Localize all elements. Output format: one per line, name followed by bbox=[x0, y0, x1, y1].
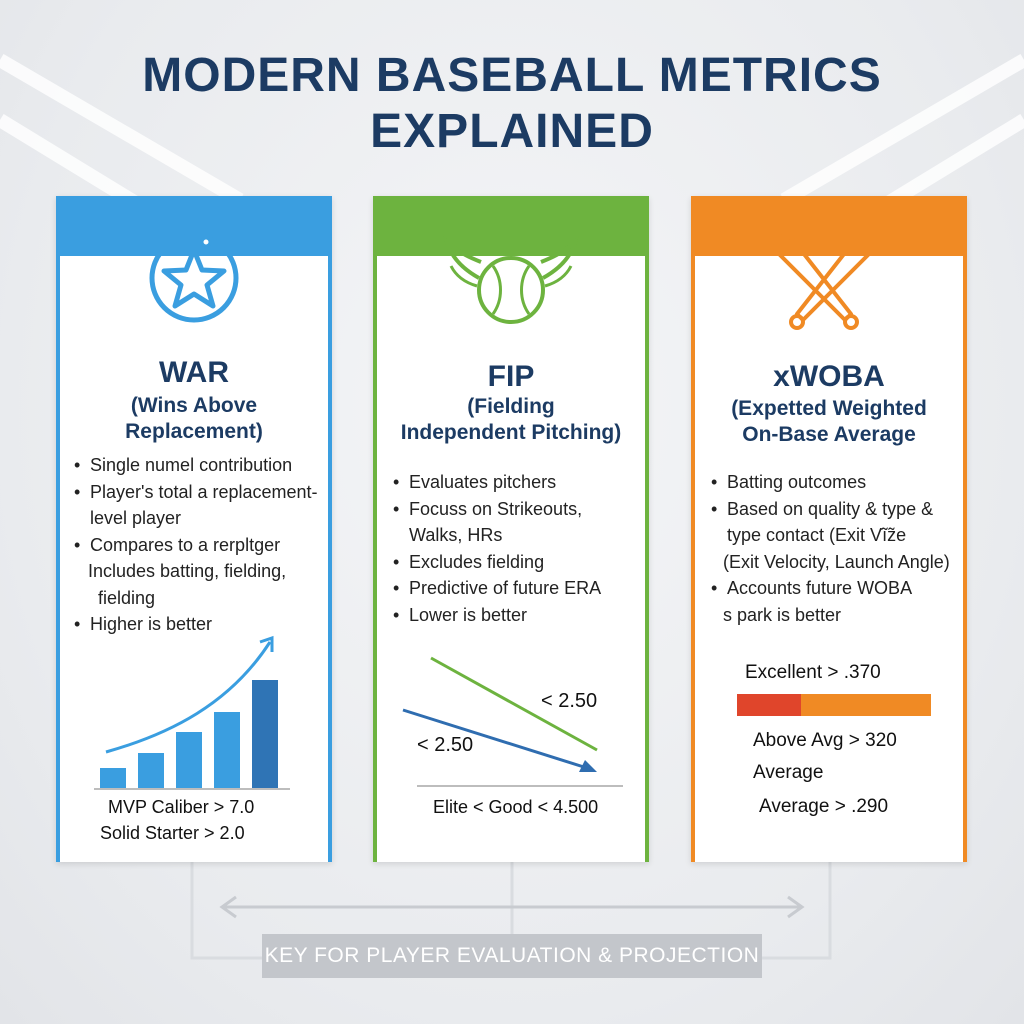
list-item: fielding bbox=[98, 587, 156, 608]
list-item: Walks, HRs bbox=[409, 525, 503, 545]
list-item: Includes batting, fielding, bbox=[88, 561, 287, 581]
fip-full-name-line-2: Independent Pitching) bbox=[400, 421, 622, 444]
list-item: Batting outcomes bbox=[711, 469, 961, 496]
title-line-1: MODERN BASEBALL METRICS bbox=[142, 49, 882, 102]
crossed-bats-icon bbox=[771, 233, 877, 330]
winged-baseball-icon bbox=[443, 236, 579, 324]
xwoba-rating-bar bbox=[737, 694, 931, 716]
fip-card: FIP (Fielding Independent Pitching) Eval… bbox=[373, 196, 649, 862]
war-foot-starter: Solid Starter > 2.0 bbox=[100, 823, 245, 843]
war-bar-3 bbox=[176, 732, 202, 788]
war-growth-bar-graphic bbox=[94, 635, 290, 790]
page-title: MODERN BASEBALL METRICS EXPLAINED bbox=[0, 48, 1024, 160]
fip-blue-arrowhead bbox=[579, 760, 597, 772]
fip-green-label: < 2.50 bbox=[541, 690, 598, 712]
key-label-banner: KEY FOR PLAYER EVALUATION & PROJECTION bbox=[262, 934, 762, 978]
xwoba-bullet-list: Batting outcomes Based on quality & type… bbox=[711, 469, 961, 628]
xwoba-average-label: Average bbox=[753, 762, 824, 783]
war-bar-5 bbox=[252, 680, 278, 788]
xwoba-full-name-line-2: On-Base Average bbox=[742, 423, 916, 446]
fip-blue-trend-line bbox=[402, 708, 588, 770]
war-trend-arrow bbox=[105, 641, 272, 754]
xwoba-full-name-line-1: (Expetted Weighted bbox=[731, 397, 927, 420]
fip-full-name-line-1: (Fielding bbox=[467, 395, 555, 418]
war-card-header-band bbox=[56, 196, 332, 256]
fip-bullet-list: Evaluates pitchers Focuss on Strikeouts,… bbox=[393, 469, 643, 628]
list-item: s park is better bbox=[723, 604, 842, 625]
fip-foot-scale: Elite < Good < 4.500 bbox=[433, 797, 599, 817]
war-bullet-list: Single numel contribution Player's total… bbox=[74, 452, 324, 638]
war-bar-1 bbox=[100, 768, 126, 788]
war-full-name-line-2: Replacement) bbox=[125, 420, 263, 443]
list-item: Evaluates pitchers bbox=[393, 469, 643, 496]
list-item: Single numel contribution bbox=[74, 452, 324, 479]
xwoba-rating-bar-red-segment bbox=[737, 694, 801, 716]
list-item: Focuss on Strikeouts, bbox=[393, 496, 643, 523]
fip-green-trend-line bbox=[430, 656, 598, 752]
xwoba-metric-name: xWOBA bbox=[773, 360, 885, 393]
fip-metric-name: FIP bbox=[487, 360, 535, 393]
list-item: Compares to a rerpltger bbox=[74, 532, 324, 559]
xwoba-above-avg-label: Above Avg > 320 bbox=[753, 730, 897, 751]
xwoba-card-header-band bbox=[691, 196, 967, 256]
list-item: Higher is better bbox=[74, 611, 324, 638]
list-item: level player bbox=[90, 508, 182, 528]
title-line-2: EXPLAINED bbox=[370, 105, 654, 158]
list-item: Lower is better bbox=[393, 602, 643, 629]
war-bar-4 bbox=[214, 712, 240, 788]
war-foot-mvp: MVP Caliber > 7.0 bbox=[108, 797, 255, 817]
xwoba-excellent-label: Excellent > .370 bbox=[745, 662, 881, 683]
list-item: Predictive of future ERA bbox=[393, 575, 643, 602]
xwoba-card-body bbox=[695, 256, 963, 862]
list-item: Accounts future WOBA bbox=[711, 575, 961, 602]
fip-card-header-band bbox=[373, 196, 649, 256]
war-full-name-line-1: (Wins Above bbox=[130, 394, 258, 417]
fip-trend-graphic bbox=[402, 656, 623, 787]
list-item: Excludes fielding bbox=[393, 549, 643, 576]
list-item: (Exit Velocity, Launch Angle) bbox=[723, 551, 950, 572]
war-bar-2 bbox=[138, 753, 164, 788]
fip-blue-label: < 2.50 bbox=[417, 734, 474, 756]
war-card: WAR (Wins Above Replacement) Single nume… bbox=[56, 196, 332, 862]
star-badge-icon bbox=[149, 233, 239, 323]
list-item: type contact (Exit Vĩz̃e bbox=[727, 525, 907, 545]
war-metric-name: WAR bbox=[159, 356, 229, 389]
list-item: Based on quality & type & bbox=[711, 496, 961, 523]
xwoba-average-threshold-label: Average > .290 bbox=[759, 796, 889, 817]
xwoba-card: xWOBA (Expetted Weighted On-Base Average… bbox=[691, 196, 967, 862]
list-item: Player's total a replacement- bbox=[74, 479, 324, 506]
